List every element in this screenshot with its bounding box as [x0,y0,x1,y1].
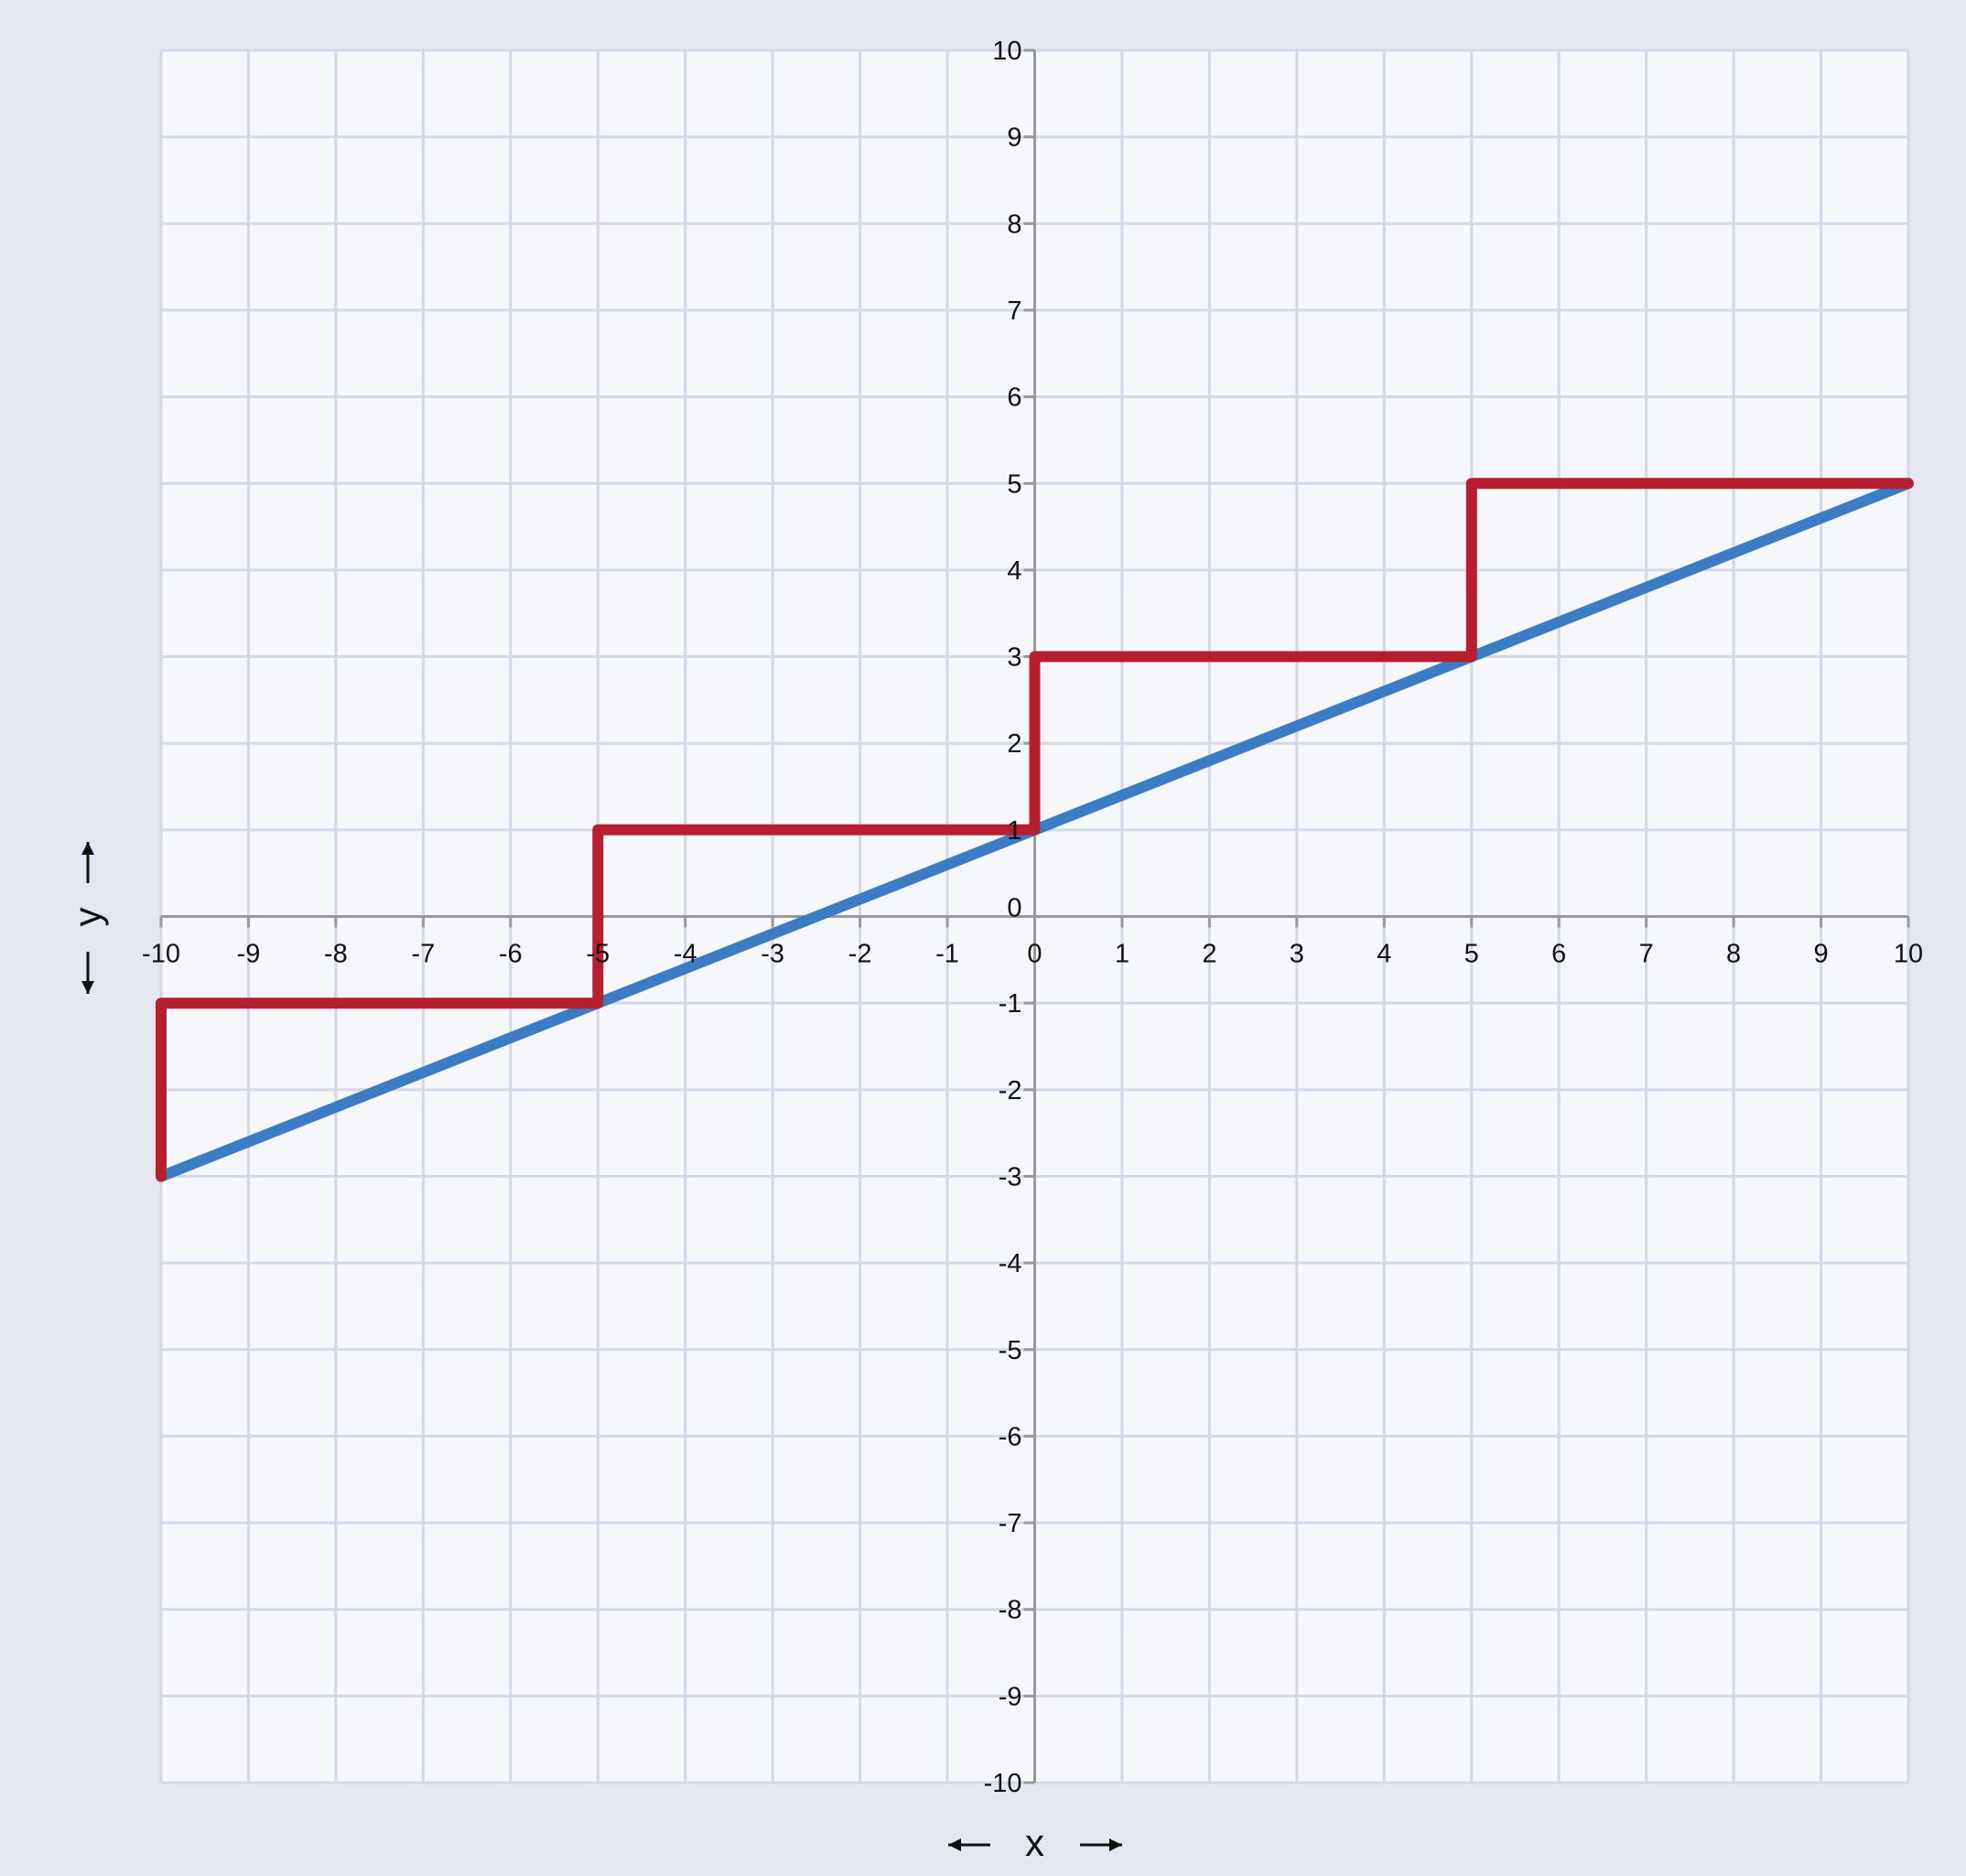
y-tick-label: -7 [999,1509,1022,1538]
x-axis-label: x [1025,1821,1044,1864]
x-tick-label: -8 [324,940,348,969]
y-tick-label: -9 [999,1682,1022,1711]
x-tick-label: -4 [674,940,697,969]
x-tick-label: 7 [1639,940,1654,969]
x-tick-label: -5 [586,940,610,969]
axis-labels: xy [66,842,1122,1864]
y-tick-label: -10 [984,1769,1022,1798]
y-tick-label: -8 [999,1596,1022,1625]
y-tick-label: -2 [999,1076,1022,1105]
x-tick-label: -7 [411,940,435,969]
x-left-arrow-icon [948,1838,990,1851]
y-tick-label: 3 [1007,643,1021,673]
y-tick-label: 1 [1007,816,1021,846]
x-tick-label: 3 [1290,940,1304,969]
x-tick-label: -1 [935,940,959,969]
y-tick-label: -3 [999,1162,1022,1191]
x-tick-label: 5 [1464,940,1479,969]
x-tick-label: -10 [142,940,180,969]
y-tick-label: -5 [999,1336,1022,1365]
x-tick-label: -2 [848,940,872,969]
y-tick-label: 0 [1007,894,1021,923]
x-tick-label: 4 [1377,940,1391,969]
x-tick-label: -6 [499,940,523,969]
series-line-2 [156,478,1914,1182]
x-tick-label: -9 [237,940,261,969]
y-axis-label: y [66,908,109,927]
x-tick-label: 9 [1813,940,1828,969]
x-tick-label: 1 [1115,940,1129,969]
y-down-arrow-icon [81,952,94,994]
y-tick-label: -6 [999,1422,1022,1451]
tick-labels: -10 -9 -8 -7 -6 -5 -4 -3 -2 -1 0 1 2 3 4 5 6 7 8 9 10-10-9-8… [142,37,1923,1798]
x-tick-label: 0 [1027,940,1042,969]
y-tick-label: 2 [1007,729,1021,759]
x-tick-label: 10 [1894,940,1923,969]
y-tick-label: 7 [1007,296,1021,326]
x-right-arrow-icon [1080,1838,1122,1851]
y-tick-label: -1 [999,989,1022,1019]
axes [159,49,1910,1784]
x-tick-label: -3 [761,940,784,969]
series-group [156,478,1914,1182]
y-tick-label: 5 [1007,469,1021,499]
y-tick-label: 6 [1007,383,1021,413]
y-up-arrow-icon [81,842,94,883]
x-tick-label: 2 [1202,940,1216,969]
x-tick-label: 6 [1551,940,1566,969]
y-tick-label: 10 [992,37,1021,66]
y-tick-label: 9 [1007,124,1021,153]
x-tick-label: 8 [1726,940,1741,969]
y-tick-label: 8 [1007,210,1021,239]
y-tick-label: 4 [1007,556,1021,586]
y-tick-label: -4 [999,1249,1022,1278]
